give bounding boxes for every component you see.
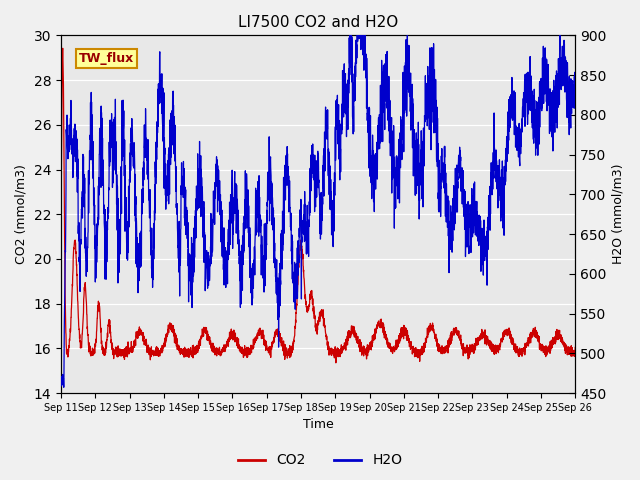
Legend: CO2, H2O: CO2, H2O xyxy=(232,448,408,473)
Title: LI7500 CO2 and H2O: LI7500 CO2 and H2O xyxy=(238,15,398,30)
Text: TW_flux: TW_flux xyxy=(79,52,134,65)
Y-axis label: H2O (mmol/m3): H2O (mmol/m3) xyxy=(612,164,625,264)
X-axis label: Time: Time xyxy=(303,419,333,432)
Y-axis label: CO2 (mmol/m3): CO2 (mmol/m3) xyxy=(15,164,28,264)
